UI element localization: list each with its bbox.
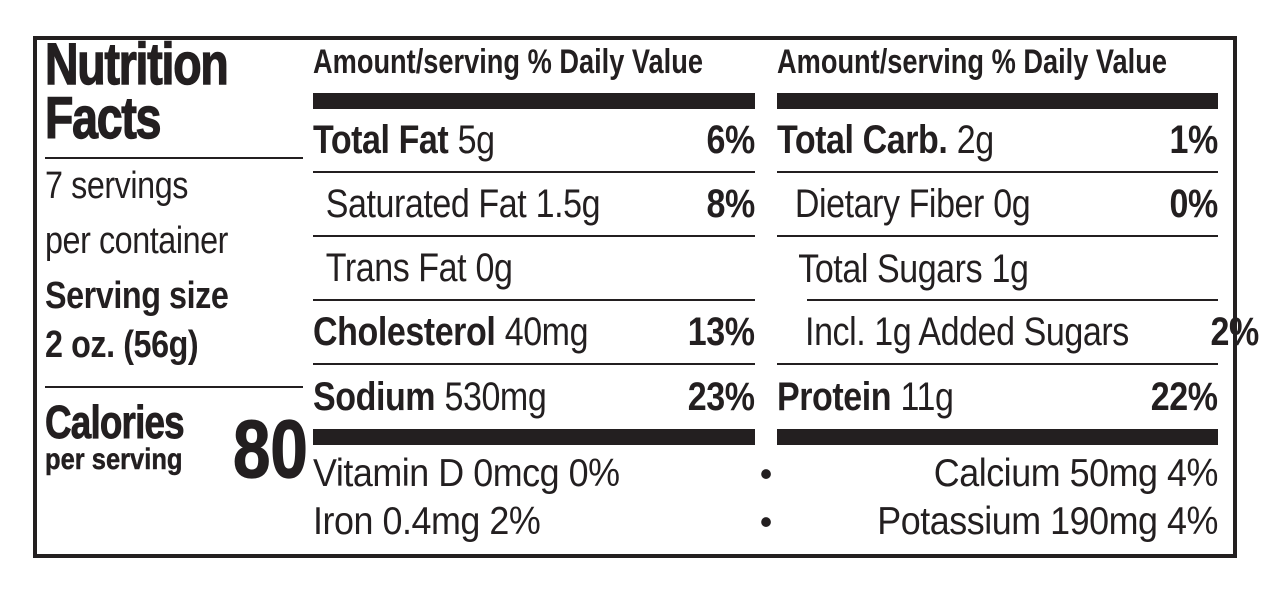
nutrient-name: Incl. 1g Added Sugars	[805, 309, 1129, 354]
nutrient-row-trans-fat: Trans Fat 0g	[313, 237, 755, 301]
micronutrient-line-calcium: Calcium 50mg 4%	[933, 452, 1219, 495]
title-text: Facts	[44, 86, 162, 151]
column-header: Amount/serving % Daily Value	[313, 43, 703, 81]
micronutrient-line-vitamin-d: Vitamin D 0mcg 0%	[313, 452, 620, 495]
nutrient-rows: Total Carb. 2g 1% Dietary Fiber 0g 0% Tota…	[777, 109, 1259, 429]
nutrient-row-cholesterol: Cholesterol 40mg 13%	[313, 301, 755, 365]
thick-bar-top	[313, 93, 755, 109]
nutrient-name: Sodium	[313, 374, 436, 419]
nutrient-amount: 0g	[475, 245, 513, 290]
servings-count-line: 7 servings	[45, 165, 188, 207]
nutrient-name: Cholesterol	[313, 309, 496, 354]
daily-value: 0%	[1169, 181, 1219, 226]
nutrition-facts-label: Nutrition Facts 7 servings per container…	[33, 32, 1259, 558]
left-divider-bottom	[45, 386, 303, 388]
nutrient-row-added-sugars: Incl. 1g Added Sugars 2%	[777, 301, 1259, 365]
nutrient-column-left: Amount/serving % Daily Value Total Fat 5g…	[313, 40, 755, 554]
nutrient-name: Protein	[777, 374, 892, 419]
bullet-icon: •	[759, 453, 773, 494]
nutrient-name: Total Sugars	[798, 246, 983, 291]
daily-value: 1%	[1169, 117, 1219, 162]
serving-size-label: Serving size	[45, 275, 229, 317]
nutrient-amount: 1.5g	[535, 181, 601, 226]
daily-value: 8%	[706, 181, 756, 226]
daily-value: 6%	[706, 117, 756, 162]
serving-size-value: 2 oz. (56g)	[45, 324, 199, 366]
servings-per-container-line: per container	[45, 220, 229, 262]
nutrient-amount: 40mg	[504, 309, 589, 354]
nutrient-rows: Total Fat 5g 6% Saturated Fat 1.5g 8% Tran…	[313, 109, 755, 429]
daily-value: 13%	[688, 309, 755, 354]
nutrient-row-protein: Protein 11g 22%	[777, 365, 1218, 429]
label-title-line-1: Nutrition	[44, 32, 273, 97]
nutrient-row-total-sugars: Total Sugars 1g	[777, 237, 1218, 301]
title-text: Nutrition	[44, 32, 229, 97]
calories-value: 80	[232, 404, 308, 495]
daily-value: 23%	[688, 374, 755, 419]
nutrient-row-dietary-fiber: Dietary Fiber 0g 0%	[777, 173, 1218, 237]
micronutrient-line-iron: Iron 0.4mg 2%	[313, 500, 541, 543]
nutrient-amount: 530mg	[444, 374, 547, 419]
bullet-separators: • •	[751, 450, 781, 546]
nutrient-column-right: Amount/serving % Daily Value Total Carb.…	[777, 40, 1259, 554]
calories-sublabel: per serving	[45, 443, 183, 476]
nutrient-name: Trans Fat	[325, 245, 467, 290]
nutrient-row-saturated-fat: Saturated Fat 1.5g 8%	[313, 173, 755, 237]
daily-value: 22%	[1151, 374, 1218, 419]
nutrient-amount: 11g	[900, 374, 954, 419]
nutrient-name: Total Fat	[313, 117, 449, 162]
thick-bar-top	[777, 93, 1218, 109]
thick-bar-bottom	[777, 429, 1218, 445]
nutrient-amount: 2g	[956, 117, 994, 162]
nutrient-name: Dietary Fiber	[794, 181, 985, 226]
column-header: Amount/serving % Daily Value	[777, 43, 1167, 81]
thick-bar-bottom	[313, 429, 755, 445]
nutrient-row-total-fat: Total Fat 5g 6%	[313, 109, 755, 173]
left-divider-top	[45, 157, 303, 159]
nutrient-amount: 0g	[993, 181, 1031, 226]
nutrient-name: Saturated Fat	[325, 181, 527, 226]
daily-value: 2%	[1210, 309, 1259, 354]
nutrient-row-total-carb: Total Carb. 2g 1%	[777, 109, 1218, 173]
nutrient-name: Total Carb.	[777, 117, 948, 162]
indented-divider	[807, 299, 1218, 301]
micronutrients: Vitamin D 0mcg 0% Iron 0.4mg 2%	[313, 450, 755, 546]
nutrient-row-sodium: Sodium 530mg 23%	[313, 365, 755, 429]
bullet-icon: •	[759, 501, 773, 542]
label-title-line-2: Facts	[44, 86, 189, 151]
calories-label: Calories	[45, 396, 185, 448]
micronutrients: Calcium 50mg 4% Potassium 190mg 4%	[777, 450, 1218, 546]
nutrient-amount: 5g	[457, 117, 495, 162]
nutrient-amount: 1g	[991, 246, 1029, 291]
micronutrient-line-potassium: Potassium 190mg 4%	[877, 500, 1218, 543]
